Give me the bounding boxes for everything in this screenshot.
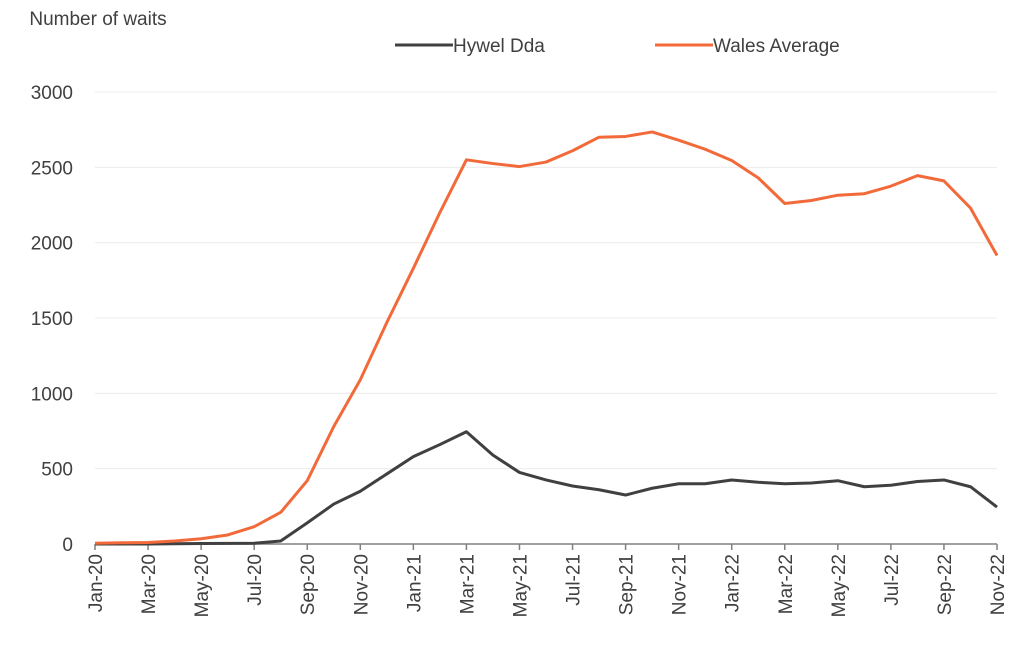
y-tick-label: 0	[62, 535, 73, 556]
x-tick-label: May-20	[192, 554, 213, 617]
x-tick-label: Jan-20	[86, 554, 107, 612]
legend-label: Hywel Dda	[453, 36, 545, 57]
x-tick-label: Sep-20	[298, 554, 319, 615]
x-tick-label: Sep-22	[935, 554, 956, 615]
series-line	[94, 130, 999, 545]
y-tick-label: 500	[41, 460, 73, 481]
series-line	[95, 430, 998, 546]
x-tick-label: Mar-22	[776, 554, 797, 614]
x-tick-label: Nov-22	[988, 554, 1009, 615]
x-tick-label: Sep-21	[617, 554, 638, 615]
x-tick-label: Jul-22	[882, 554, 903, 606]
x-tick-label: Jan-22	[723, 554, 744, 612]
y-tick-label: 1500	[31, 309, 73, 330]
x-tick-label: Jan-21	[404, 554, 425, 612]
x-tick-label: Mar-20	[139, 554, 160, 614]
x-tick-label: Jul-20	[245, 554, 266, 606]
y-tick-label: 2500	[31, 158, 73, 179]
x-tick-label: Mar-21	[457, 554, 478, 614]
x-tick-label: May-22	[829, 554, 850, 617]
legend-label: Wales Average	[713, 36, 840, 57]
x-tick-label: May-21	[510, 554, 531, 617]
y-tick-label: 1000	[31, 384, 73, 405]
x-tick-label: Nov-20	[351, 554, 372, 615]
x-tick-label: Nov-21	[670, 554, 691, 615]
y-tick-label: 2000	[31, 234, 73, 255]
y-axis-title: Number of waits	[29, 9, 167, 30]
x-tick-label: Jul-21	[564, 554, 585, 606]
y-tick-label: 3000	[31, 83, 73, 104]
